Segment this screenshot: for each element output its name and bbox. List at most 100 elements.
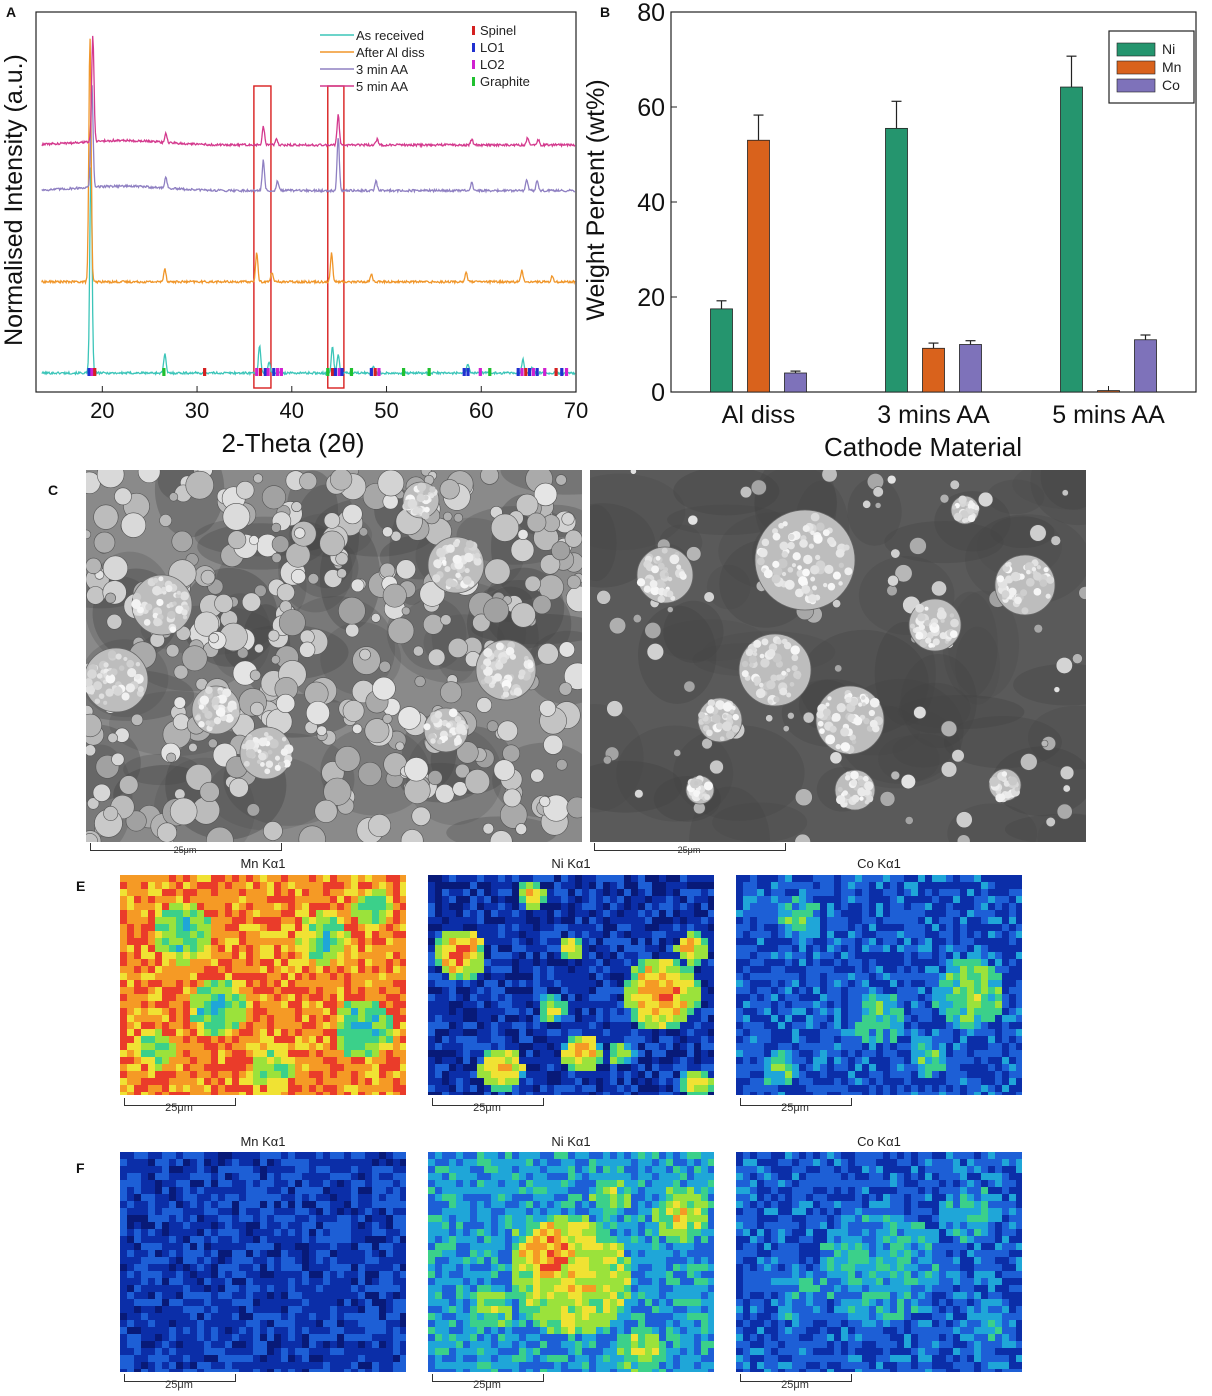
eds-pixel bbox=[953, 1008, 960, 1015]
sem-grain bbox=[416, 493, 425, 503]
eds-pixel bbox=[491, 980, 498, 987]
sem-grain bbox=[448, 708, 458, 718]
eds-pixel bbox=[813, 903, 820, 910]
eds-pixel bbox=[708, 1043, 714, 1050]
eds-pixel bbox=[148, 1036, 155, 1043]
eds-pixel bbox=[463, 924, 470, 931]
eds-pixel bbox=[736, 875, 743, 882]
eds-pixel bbox=[183, 959, 190, 966]
eds-pixel bbox=[470, 1036, 477, 1043]
sem-grain bbox=[676, 564, 682, 570]
eds-pixel bbox=[918, 931, 925, 938]
sem-grain bbox=[127, 668, 137, 678]
sem-particle bbox=[342, 700, 365, 722]
eds-pixel bbox=[260, 1064, 267, 1071]
eds-pixel bbox=[575, 931, 582, 938]
eds-pixel bbox=[561, 1064, 568, 1071]
sem-particle bbox=[208, 632, 219, 644]
eds-pixel bbox=[337, 1092, 344, 1095]
eds-pixel bbox=[904, 945, 911, 952]
eds-pixel bbox=[302, 938, 309, 945]
eds-pixel bbox=[302, 1050, 309, 1057]
eds-pixel bbox=[554, 1078, 561, 1085]
eds-pixel bbox=[883, 973, 890, 980]
sem-grain bbox=[753, 639, 762, 648]
sem-grain bbox=[741, 660, 749, 668]
eds-pixel bbox=[176, 952, 183, 959]
eds-pixel bbox=[295, 903, 302, 910]
eds-pixel bbox=[344, 980, 351, 987]
sem-grain bbox=[815, 554, 821, 561]
eds-pixel bbox=[876, 952, 883, 959]
eds-pixel bbox=[309, 1085, 316, 1092]
eds-pixel bbox=[190, 1064, 197, 1071]
eds-pixel bbox=[477, 917, 484, 924]
eds-pixel bbox=[757, 1001, 764, 1008]
eds-pixel bbox=[393, 938, 400, 945]
eds-pixel bbox=[463, 1008, 470, 1015]
eds-pixel bbox=[540, 987, 547, 994]
eds-pixel bbox=[792, 938, 799, 945]
eds-pixel bbox=[239, 882, 246, 889]
eds-pixel bbox=[582, 945, 589, 952]
sem-particle bbox=[561, 512, 575, 526]
eds-pixel bbox=[862, 938, 869, 945]
eds-pixel bbox=[484, 959, 491, 966]
eds-pixel bbox=[652, 1078, 659, 1085]
eds-pixel bbox=[561, 910, 568, 917]
eds-pixel bbox=[876, 959, 883, 966]
eds-pixel bbox=[470, 924, 477, 931]
eds-pixel bbox=[337, 987, 344, 994]
eds-pixel bbox=[575, 1036, 582, 1043]
eds-pixel bbox=[183, 1057, 190, 1064]
eds-pixel bbox=[1016, 910, 1022, 917]
eds-pixel bbox=[673, 973, 680, 980]
sem-grain bbox=[836, 703, 846, 713]
eds-pixel bbox=[365, 987, 372, 994]
sem-particle bbox=[472, 613, 491, 632]
eds-pixel bbox=[519, 980, 526, 987]
eds-pixel bbox=[428, 1036, 435, 1043]
eds-pixel bbox=[281, 959, 288, 966]
eds-pixel bbox=[225, 945, 232, 952]
eds-pixel bbox=[575, 1029, 582, 1036]
eds-pixel bbox=[400, 896, 406, 903]
eds-pixel bbox=[708, 1008, 714, 1015]
eds-pixel bbox=[393, 945, 400, 952]
eds-pixel bbox=[834, 952, 841, 959]
eds-pixel bbox=[820, 966, 827, 973]
eds-pixel bbox=[498, 980, 505, 987]
eds-pixel bbox=[295, 1050, 302, 1057]
eds-pixel bbox=[617, 1064, 624, 1071]
eds-pixel bbox=[176, 959, 183, 966]
eds-pixel bbox=[547, 917, 554, 924]
eds-pixel bbox=[498, 924, 505, 931]
sem-grain bbox=[502, 685, 510, 692]
sem-shadow bbox=[673, 470, 780, 516]
eds-pixel bbox=[337, 896, 344, 903]
eds-pixel bbox=[659, 987, 666, 994]
eds-pixel bbox=[295, 959, 302, 966]
eds-pixel bbox=[141, 1022, 148, 1029]
sem-grain bbox=[280, 748, 289, 756]
eds-pixel bbox=[267, 966, 274, 973]
eds-pixel bbox=[855, 889, 862, 896]
eds-pixel bbox=[169, 987, 176, 994]
eds-pixel bbox=[778, 882, 785, 889]
sem-shadow bbox=[667, 504, 785, 536]
eds-pixel bbox=[225, 1092, 232, 1095]
sem-grain bbox=[417, 507, 423, 514]
eds-pixel bbox=[827, 910, 834, 917]
eds-pixel bbox=[281, 1008, 288, 1015]
xrd-legend-marker-3 bbox=[472, 60, 475, 69]
eds-pixel bbox=[911, 889, 918, 896]
eds-pixel bbox=[351, 903, 358, 910]
eds-pixel bbox=[883, 896, 890, 903]
eds-pixel bbox=[806, 910, 813, 917]
eds-pixel bbox=[239, 987, 246, 994]
eds-pixel bbox=[428, 987, 435, 994]
bar-y-axis-label: Weight Percent (wt%) bbox=[582, 79, 610, 320]
eds-pixel bbox=[925, 875, 932, 882]
sem-particle bbox=[644, 622, 662, 639]
eds-pixel bbox=[554, 1064, 561, 1071]
